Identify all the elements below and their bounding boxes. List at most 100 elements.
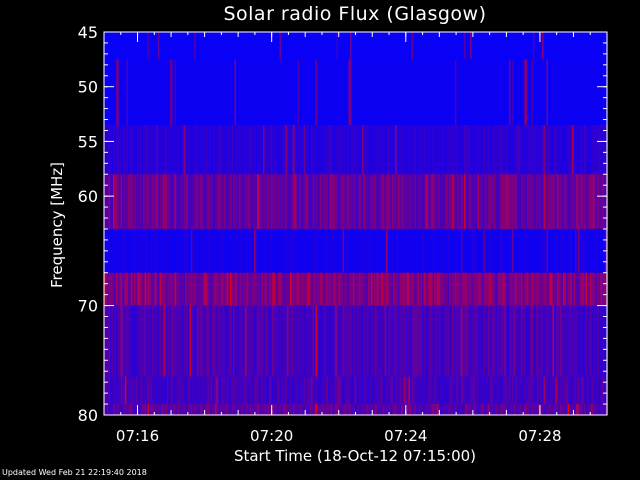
flux-stripe: [438, 125, 440, 175]
flux-stripe: [324, 305, 326, 377]
flux-stripe: [357, 305, 359, 377]
flux-stripe: [584, 125, 586, 175]
flux-stripe: [342, 305, 344, 377]
flux-stripe: [561, 305, 563, 377]
flux-stripe: [242, 125, 244, 175]
flux-stripe: [575, 305, 577, 377]
flux-stripe: [408, 305, 410, 377]
flux-stripe: [494, 305, 496, 377]
flux-stripe: [201, 174, 203, 229]
flux-stripe: [315, 376, 317, 405]
flux-stripe: [237, 174, 239, 229]
flux-stripe: [191, 272, 193, 306]
flux-stripe: [303, 174, 305, 229]
flux-stripe: [252, 174, 254, 229]
flux-stripe: [306, 305, 308, 377]
flux-stripe: [264, 228, 266, 273]
flux-stripe: [537, 272, 539, 306]
flux-stripe: [389, 404, 391, 415]
flux-stripe: [279, 174, 281, 229]
flux-stripe: [458, 376, 460, 405]
flux-stripe: [521, 376, 523, 405]
flux-stripe: [351, 376, 353, 405]
flux-stripe: [147, 404, 149, 415]
flux-stripe: [474, 404, 476, 415]
flux-stripe: [239, 125, 241, 175]
flux-stripe: [261, 404, 263, 415]
flux-stripe: [393, 174, 395, 229]
flux-stripe: [122, 272, 124, 306]
flux-stripe: [594, 174, 596, 229]
flux-stripe: [543, 404, 545, 415]
flux-stripe: [441, 228, 443, 273]
flux-stripe: [266, 376, 268, 405]
flux-stripe: [125, 404, 127, 415]
flux-stripe: [215, 174, 217, 229]
flux-stripe: [491, 376, 493, 405]
flux-stripe: [378, 404, 380, 415]
flux-stripe: [210, 272, 212, 306]
flux-stripe: [245, 376, 247, 405]
flux-stripe: [177, 174, 179, 229]
flux-stripe: [264, 305, 266, 377]
flux-stripe: [377, 174, 379, 229]
flux-stripe: [260, 404, 262, 415]
flux-stripe: [389, 376, 391, 405]
flux-stripe: [548, 305, 550, 377]
flux-stripe: [285, 272, 287, 306]
flux-stripe: [542, 404, 544, 415]
flux-stripe: [225, 272, 227, 306]
flux-stripe: [401, 272, 403, 306]
flux-stripe: [516, 305, 518, 377]
flux-stripe: [464, 404, 466, 415]
flux-stripe: [191, 305, 193, 377]
flux-stripe: [311, 125, 313, 175]
flux-stripe: [542, 376, 544, 405]
flux-stripe: [171, 376, 173, 405]
flux-stripe: [396, 228, 398, 273]
flux-stripe: [206, 174, 208, 229]
flux-stripe: [518, 404, 520, 415]
flux-stripe: [125, 305, 127, 377]
flux-stripe: [377, 272, 379, 306]
flux-stripe: [348, 125, 350, 175]
flux-stripe: [345, 305, 347, 377]
flux-stripe: [281, 404, 283, 415]
flux-stripe: [444, 305, 446, 377]
flux-stripe: [531, 174, 533, 229]
flux-stripe: [536, 376, 538, 405]
flux-stripe: [474, 376, 476, 405]
flux-stripe: [228, 272, 230, 306]
flux-stripe: [161, 272, 163, 306]
flux-stripe: [131, 305, 133, 377]
flux-stripe: [209, 272, 211, 306]
flux-stripe: [603, 125, 605, 175]
flux-stripe: [182, 305, 184, 377]
flux-stripe: [233, 125, 235, 175]
flux-stripe: [560, 305, 562, 377]
flux-stripe: [125, 174, 127, 229]
flux-stripe: [147, 174, 149, 229]
flux-stripe: [482, 125, 484, 175]
flux-stripe: [542, 272, 544, 306]
flux-stripe: [194, 174, 196, 229]
flux-stripe: [605, 305, 607, 377]
flux-stripe: [119, 305, 121, 377]
flux-stripe: [446, 376, 448, 405]
flux-stripe: [197, 228, 199, 273]
flux-stripe: [444, 376, 446, 405]
flux-stripe: [582, 228, 584, 273]
flux-stripe: [279, 125, 281, 175]
flux-stripe: [270, 272, 272, 306]
flux-stripe: [483, 228, 485, 273]
y-tick-label: 80: [78, 406, 98, 425]
flux-stripe: [108, 305, 110, 377]
flux-stripe: [594, 125, 596, 175]
flux-stripe: [602, 404, 604, 415]
flux-stripe: [326, 376, 328, 405]
flux-stripe: [446, 404, 448, 415]
flux-stripe: [441, 125, 443, 175]
flux-stripe: [456, 305, 458, 377]
flux-stripe: [419, 174, 421, 229]
y-tick-label: 45: [78, 23, 98, 42]
